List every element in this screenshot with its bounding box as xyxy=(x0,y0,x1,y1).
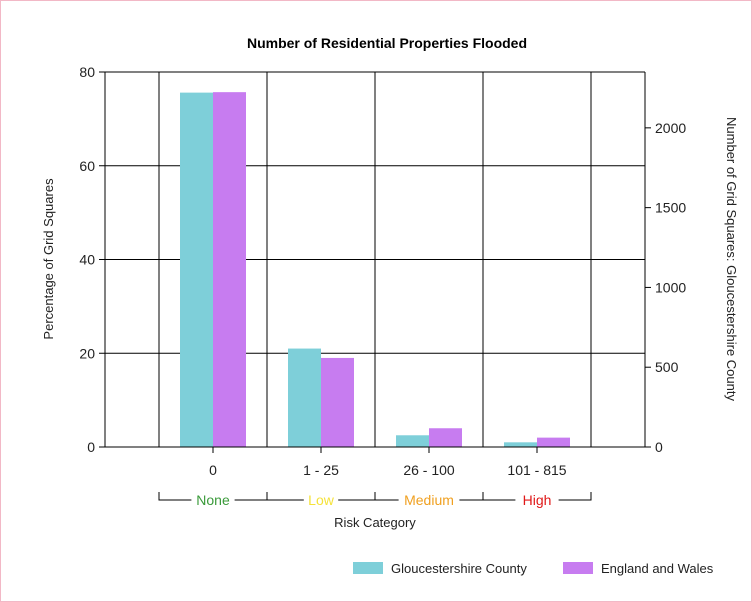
y-tick-label: 60 xyxy=(79,158,95,174)
x-tick-label: 101 - 815 xyxy=(507,462,566,478)
risk-group-label: High xyxy=(523,492,552,508)
y2-tick-label: 1500 xyxy=(655,200,686,216)
bar-0-2 xyxy=(396,435,429,447)
legend-swatch-0 xyxy=(353,562,383,574)
y2-tick-label: 500 xyxy=(655,359,679,375)
bar-0-3 xyxy=(504,442,537,447)
legend: Gloucestershire County England and Wales xyxy=(353,561,714,576)
bar-0-0 xyxy=(180,92,213,447)
bar-1-2 xyxy=(429,428,462,447)
y2-tick-label: 1000 xyxy=(655,279,686,295)
bars xyxy=(180,92,570,447)
y-tick-label: 20 xyxy=(79,345,95,361)
y2-tick-label: 0 xyxy=(655,439,663,455)
chart-title: Number of Residential Properties Flooded xyxy=(247,35,527,51)
x-axis-title: Risk Category xyxy=(334,515,416,530)
y2-axis-title: Number of Grid Squares: Gloucestershire … xyxy=(724,117,739,401)
risk-group-bracket xyxy=(482,492,592,501)
bar-0-1 xyxy=(288,348,321,447)
legend-label-0: Gloucestershire County xyxy=(391,561,527,576)
risk-group-label: Low xyxy=(308,492,335,508)
risk-group-label: None xyxy=(196,492,230,508)
legend-swatch-1 xyxy=(563,562,593,574)
bar-1-3 xyxy=(537,437,570,447)
y-tick-label: 0 xyxy=(87,439,95,455)
bar-1-1 xyxy=(321,357,354,447)
legend-label-1: England and Wales xyxy=(601,561,714,576)
y-axis-title: Percentage of Grid Squares xyxy=(41,178,56,340)
y2-tick-label: 2000 xyxy=(655,120,686,136)
risk-category-groups: None Low Medium High xyxy=(158,492,592,508)
y-tick-label: 80 xyxy=(79,64,95,80)
x-tick-label: 26 - 100 xyxy=(403,462,455,478)
bar-1-0 xyxy=(213,92,246,447)
y-tick-label: 40 xyxy=(79,252,95,268)
tick-labels: 0 20 40 60 80 0 500 1000 1500 2000 0 1 - 25 26 - 100… xyxy=(79,64,686,478)
x-tick-label: 1 - 25 xyxy=(303,462,339,478)
x-tick-label: 0 xyxy=(209,462,217,478)
axes xyxy=(99,71,651,453)
risk-group-label: Medium xyxy=(404,492,454,508)
